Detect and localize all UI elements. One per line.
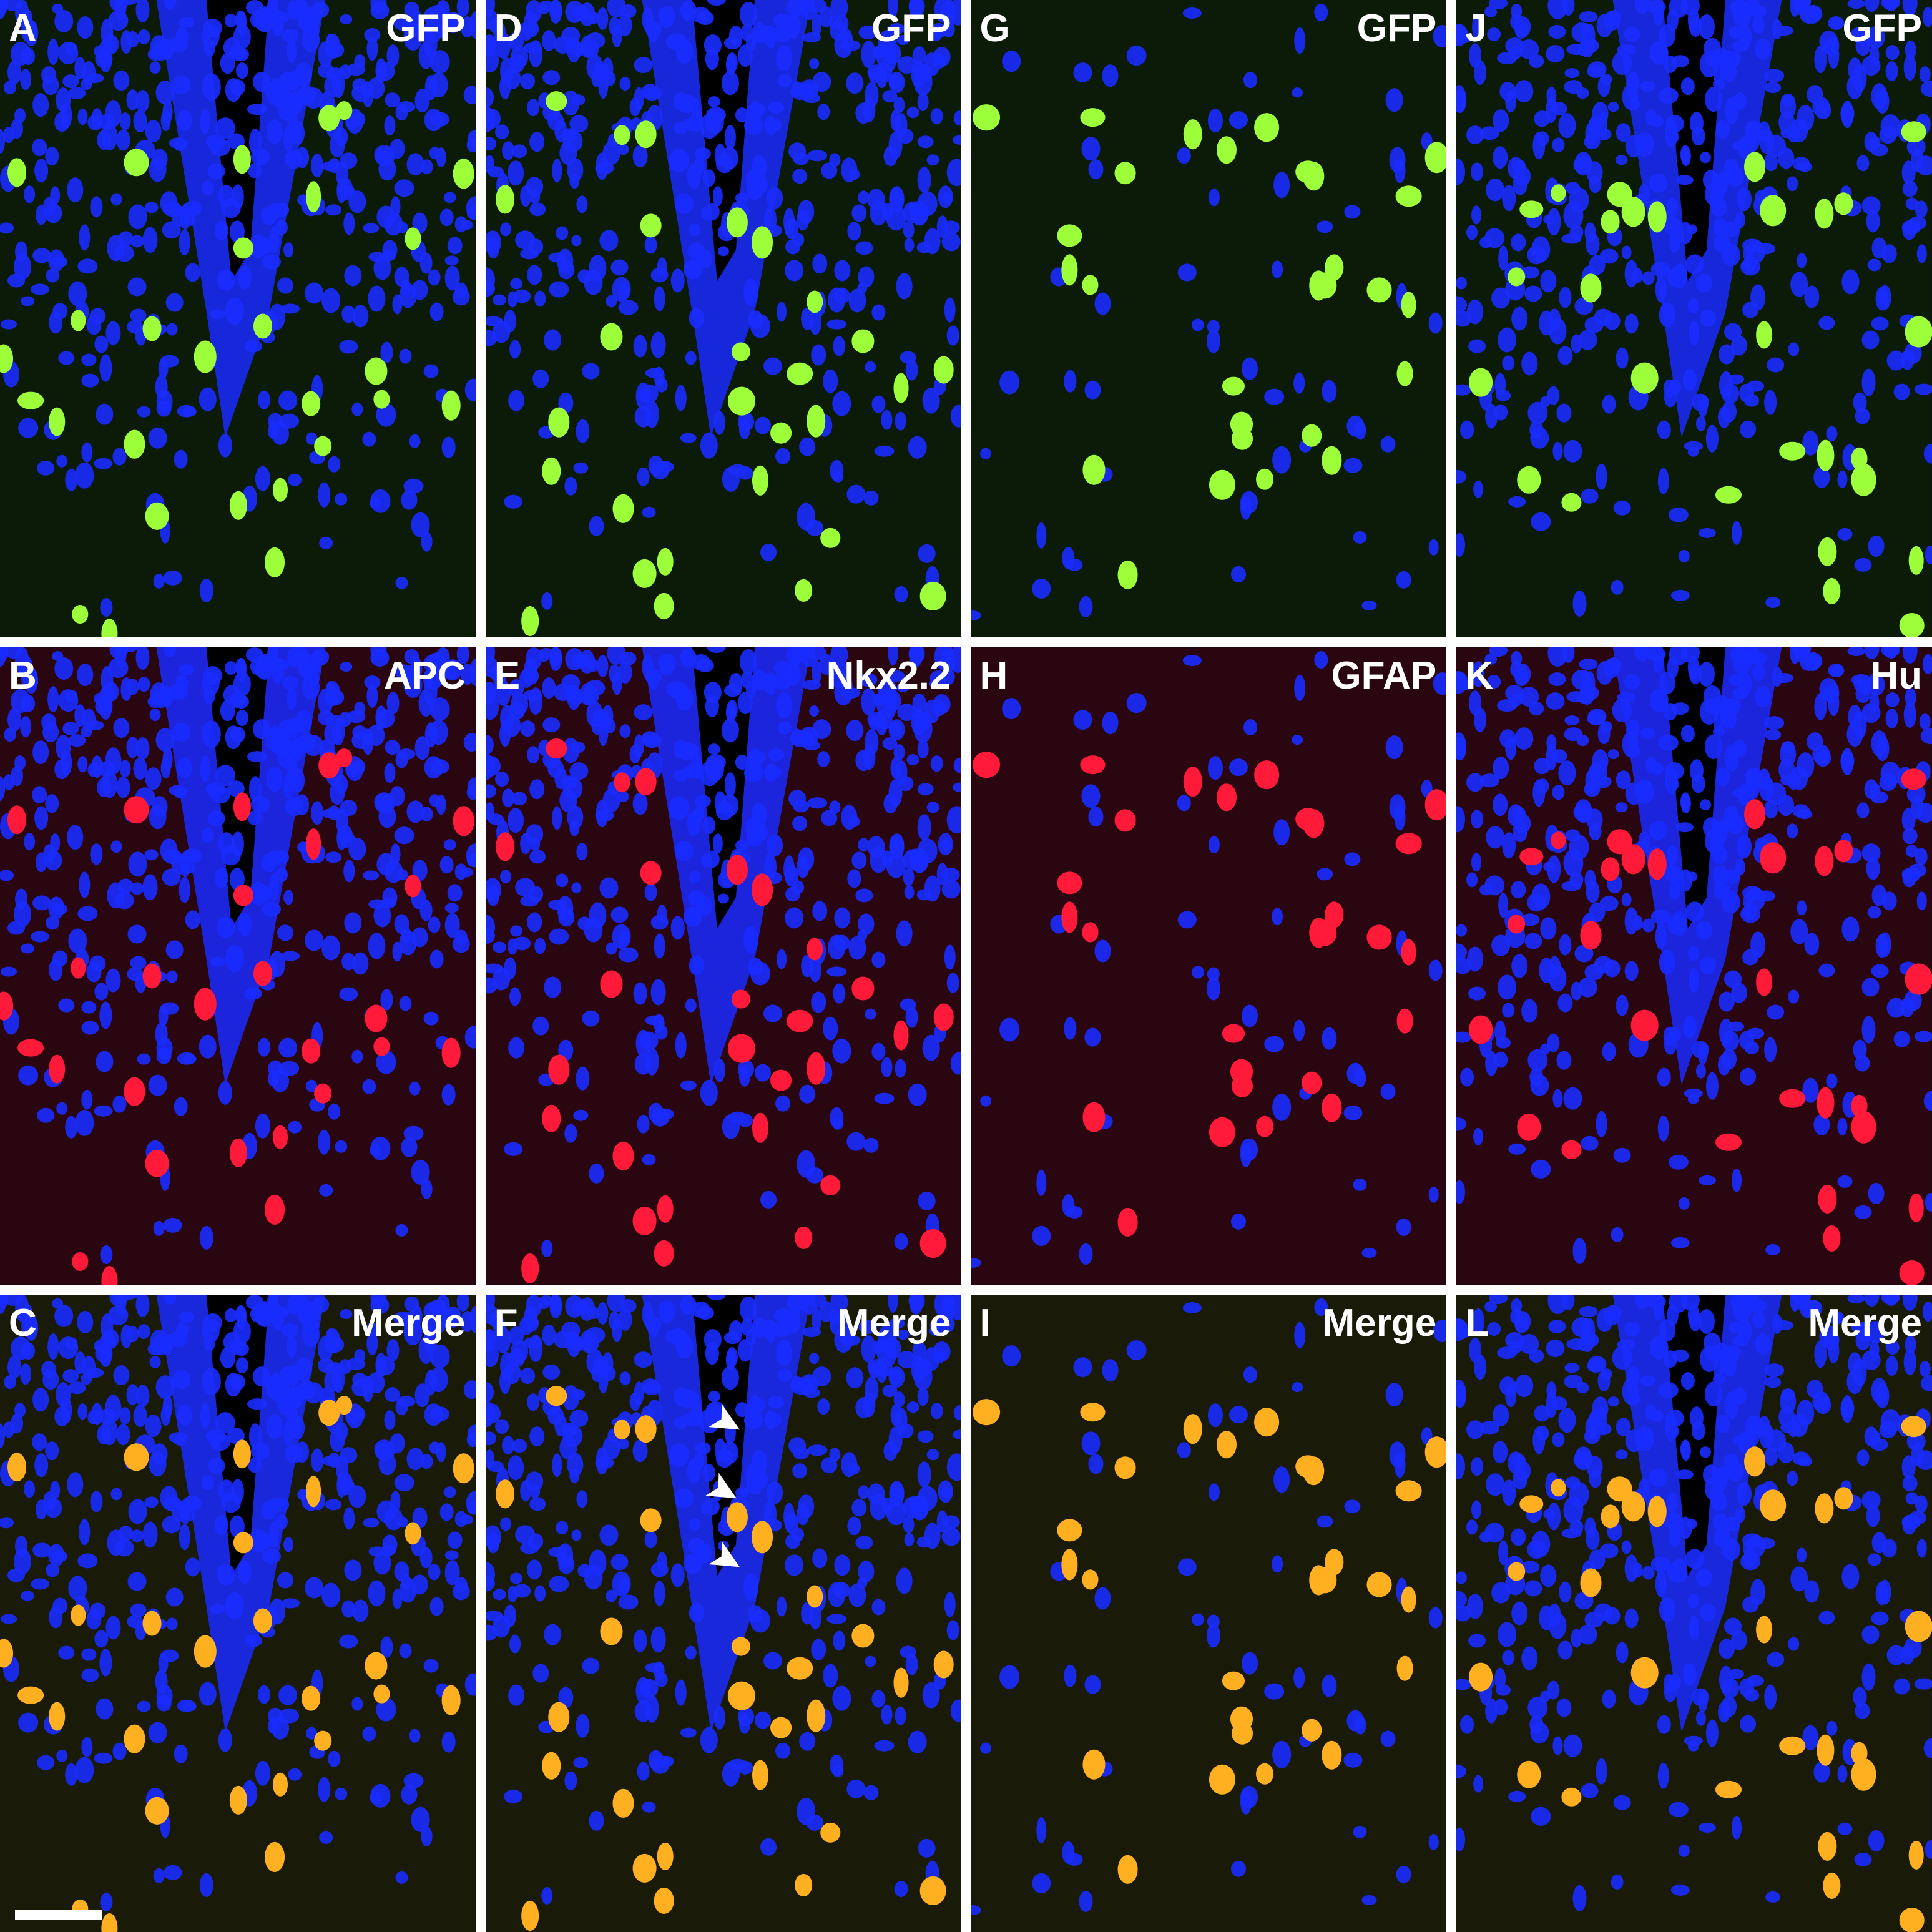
micrograph-image xyxy=(485,1295,961,1932)
panel-f: F Merge ➤ ➤ ➤ xyxy=(485,1295,961,1932)
panel-h: H GFAP xyxy=(971,647,1447,1285)
stain-label: Nkx2.2 xyxy=(826,654,951,697)
stain-label: GFAP xyxy=(1331,654,1437,697)
panel-letter: K xyxy=(1465,654,1494,697)
panel-letter: E xyxy=(494,654,521,697)
panel-letter: C xyxy=(9,1302,37,1345)
micrograph-image xyxy=(0,0,476,637)
panel-letter: D xyxy=(494,7,522,50)
panel-k: K Hu xyxy=(1456,647,1932,1285)
stain-label: GFP xyxy=(1842,7,1922,50)
panel-b: B APC xyxy=(0,647,476,1285)
micrograph-image xyxy=(971,0,1447,637)
panel-j: J GFP xyxy=(1456,0,1932,637)
panel-i: I Merge xyxy=(971,1295,1447,1932)
micrograph-image xyxy=(1456,1295,1932,1932)
stain-label: GFP xyxy=(386,7,466,50)
panel-letter: F xyxy=(494,1302,518,1345)
stain-label: Merge xyxy=(1322,1302,1437,1345)
micrograph-image xyxy=(485,647,961,1285)
panel-d: D GFP xyxy=(485,0,961,637)
stain-label: GFP xyxy=(1356,7,1437,50)
panel-l: L Merge xyxy=(1456,1295,1932,1932)
stain-label: Merge xyxy=(351,1302,466,1345)
micrograph-image xyxy=(971,647,1447,1285)
stain-label: Merge xyxy=(836,1302,951,1345)
panel-letter: L xyxy=(1465,1302,1489,1345)
panel-letter: G xyxy=(979,7,1010,50)
micrograph-image xyxy=(971,1295,1447,1932)
scale-bar xyxy=(15,1910,102,1920)
stain-label: GFP xyxy=(871,7,951,50)
stain-label: Hu xyxy=(1870,654,1922,697)
micrograph-image xyxy=(485,0,961,637)
panel-letter: B xyxy=(9,654,37,697)
micrograph-image xyxy=(1456,0,1932,637)
panel-a: A GFP xyxy=(0,0,476,637)
panel-c: C Merge xyxy=(0,1295,476,1932)
panel-letter: J xyxy=(1465,7,1487,50)
stain-label: APC xyxy=(383,654,466,697)
micrograph-image xyxy=(0,1295,476,1932)
micrograph-image xyxy=(0,647,476,1285)
panel-e: E Nkx2.2 xyxy=(485,647,961,1285)
panel-letter: H xyxy=(979,654,1008,697)
panel-letter: A xyxy=(9,7,37,50)
panel-g: G GFP xyxy=(971,0,1447,637)
stain-label: Merge xyxy=(1808,1302,1922,1345)
panel-letter: I xyxy=(979,1302,991,1345)
micrograph-image xyxy=(1456,647,1932,1285)
